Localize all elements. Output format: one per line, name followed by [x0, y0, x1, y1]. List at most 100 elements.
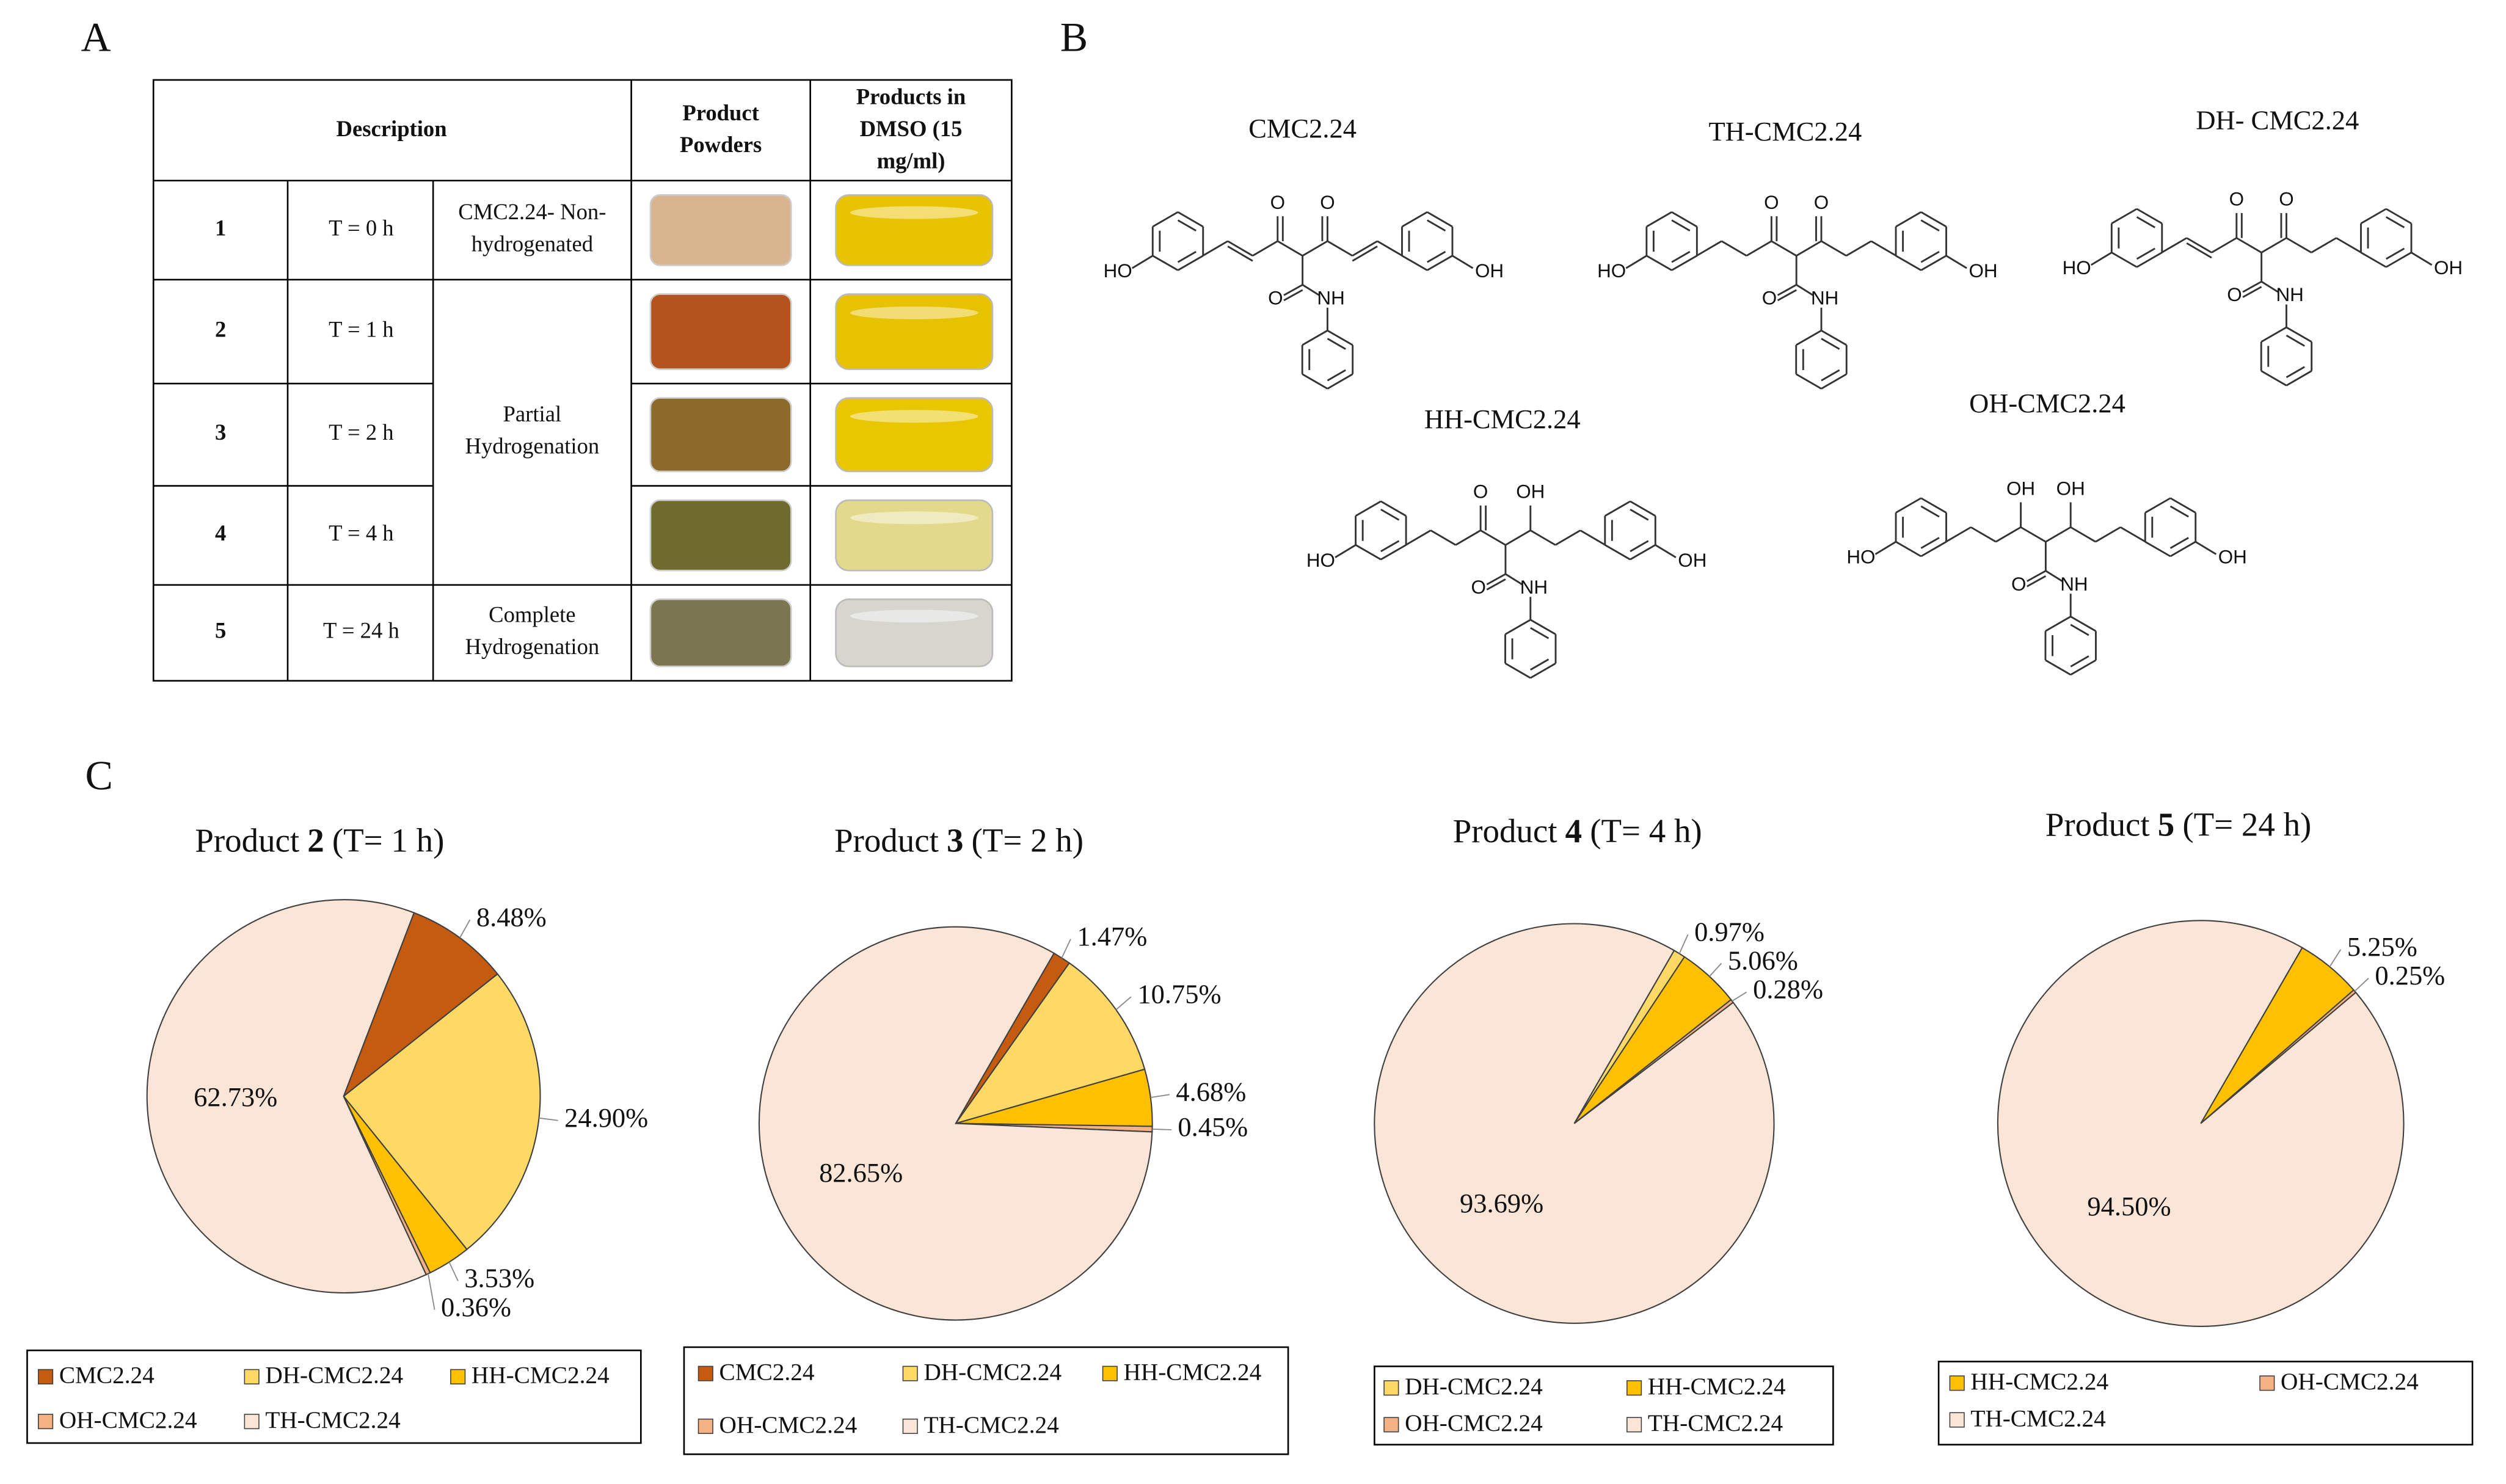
row-time: T = 24 h	[323, 618, 399, 643]
bond	[1530, 619, 1556, 635]
dmso-highlight	[850, 206, 978, 219]
data-label: 0.25%	[2375, 960, 2445, 991]
pie-slice	[342, 912, 499, 1099]
bond	[1579, 529, 1606, 546]
atom-label: O	[1473, 481, 1488, 503]
structure-name: OH-CMC2.24	[1969, 388, 2125, 418]
data-label: 3.53%	[464, 1263, 534, 1293]
powder-photo	[649, 397, 792, 473]
bond	[2236, 237, 2262, 253]
bond	[1380, 544, 1407, 561]
bond	[2260, 326, 2287, 343]
bond	[1430, 529, 1457, 546]
table-header: mg/ml)	[877, 148, 945, 173]
bond	[2045, 570, 2063, 582]
bond	[1746, 240, 1772, 256]
row-number: 3	[215, 420, 226, 445]
bond	[1355, 500, 1382, 517]
dmso-photo	[835, 397, 994, 473]
bond	[1630, 509, 1649, 521]
bond	[2111, 252, 2138, 268]
legend-swatch	[1383, 1417, 1399, 1433]
bond	[1177, 219, 1197, 232]
legend-label: CMC2.24	[719, 1359, 815, 1385]
legend-label: TH-CMC2.24	[1648, 1410, 1783, 1436]
data-label: 0.45%	[1178, 1111, 1248, 1142]
bond	[2336, 237, 2362, 253]
bond	[1302, 284, 1320, 296]
pie-slice	[343, 973, 541, 1251]
atom-label: HO	[2063, 257, 2091, 278]
title-text: Product	[834, 821, 939, 859]
bond	[1380, 500, 1407, 517]
title-number: 2	[307, 821, 324, 859]
panel-label: C	[86, 752, 113, 799]
structure-name: HH-CMC2.24	[1424, 404, 1581, 434]
data-label: 5.25%	[2347, 931, 2417, 962]
legend-box	[1937, 1361, 2474, 1446]
bond	[1796, 240, 1822, 256]
bond	[1671, 219, 1691, 232]
bond	[1486, 573, 1506, 586]
bond	[1152, 211, 1179, 228]
bond	[1895, 255, 1922, 271]
legend-swatch	[698, 1366, 713, 1381]
bond	[1945, 526, 1972, 543]
bond	[1504, 663, 1531, 679]
table-header: Description	[337, 116, 447, 141]
leader-line	[448, 1262, 459, 1281]
bond	[1846, 240, 1872, 256]
legend-label: OH-CMC2.24	[2281, 1369, 2419, 1395]
atom-label: NH	[2060, 573, 2088, 595]
legend-swatch	[1626, 1417, 1642, 1433]
group-label: CMC2.24- Non-	[458, 199, 606, 224]
bond	[2070, 526, 2096, 543]
group-label: Hydrogenation	[465, 634, 600, 659]
bond	[2136, 216, 2155, 228]
leader-line	[1152, 1128, 1171, 1130]
bond	[1327, 329, 1353, 346]
leader-line	[539, 1117, 558, 1121]
legend-swatch	[2259, 1375, 2275, 1391]
bond	[1646, 211, 1672, 228]
legend-box	[683, 1346, 1289, 1455]
row-number: 5	[215, 618, 226, 643]
atom-label: O	[1764, 192, 1779, 213]
legend-label: DH-CMC2.24	[923, 1359, 1062, 1385]
atom-label: OH	[2434, 257, 2463, 278]
bond	[1327, 338, 1346, 350]
bond	[1796, 373, 1822, 390]
bond	[2186, 237, 2212, 253]
bond	[2090, 252, 2113, 266]
bond	[1283, 284, 1303, 296]
structure-name: TH-CMC2.24	[1708, 116, 1862, 147]
bond	[1505, 529, 1531, 546]
atom-label: HO	[1306, 550, 1335, 571]
bond	[2027, 575, 2047, 587]
atom-label: NH	[2276, 284, 2303, 305]
bond	[2111, 208, 2138, 225]
legend-swatch	[450, 1369, 466, 1384]
legend-swatch	[902, 1418, 918, 1435]
title-text: Product	[1453, 812, 1557, 849]
bond	[1401, 211, 1428, 228]
bond	[1480, 529, 1506, 546]
dmso-photo	[835, 598, 994, 667]
bond	[1530, 529, 1556, 546]
bond	[1796, 329, 1822, 346]
legend-swatch	[38, 1369, 54, 1384]
bond	[2070, 624, 2089, 636]
bond	[2144, 497, 2171, 514]
powder-photo	[649, 293, 792, 370]
bond	[1283, 289, 1303, 302]
bond	[1604, 500, 1631, 517]
legend-swatch	[1102, 1366, 1118, 1381]
bond	[2386, 247, 2405, 260]
legend-label: HH-CMC2.24	[472, 1362, 610, 1389]
bond	[2136, 252, 2163, 268]
bond	[2169, 497, 2196, 514]
table-header: DMSO (15	[860, 116, 963, 141]
bond	[1352, 246, 1378, 262]
atom-label: NH	[1811, 287, 1838, 308]
data-label: 8.48%	[476, 901, 547, 932]
